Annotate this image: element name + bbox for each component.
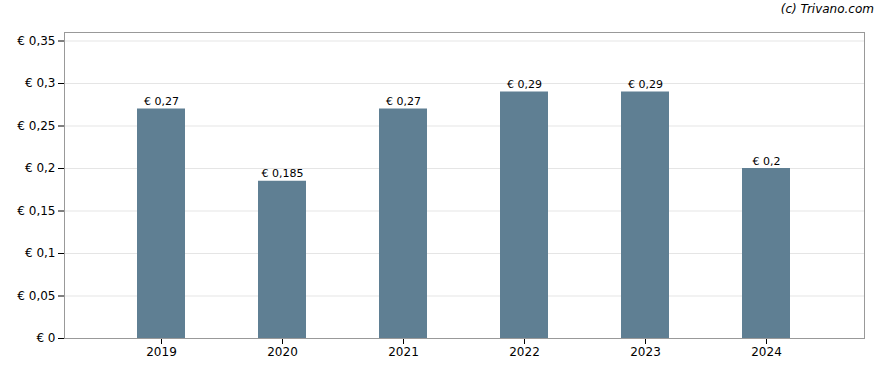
svg-text:€ 0,27: € 0,27 bbox=[386, 95, 421, 108]
svg-text:€ 0: € 0 bbox=[36, 331, 55, 345]
svg-text:€ 0,29: € 0,29 bbox=[507, 78, 542, 91]
svg-text:€ 0,15: € 0,15 bbox=[17, 204, 55, 218]
svg-text:€ 0,35: € 0,35 bbox=[17, 34, 55, 48]
svg-text:2024: 2024 bbox=[751, 345, 782, 359]
svg-text:€ 0,2: € 0,2 bbox=[25, 161, 56, 175]
svg-text:€ 0,25: € 0,25 bbox=[17, 119, 55, 133]
svg-text:2020: 2020 bbox=[267, 345, 298, 359]
svg-text:€ 0,2: € 0,2 bbox=[753, 155, 781, 168]
html-text:(c) Trivano.com: (c) Trivano.com bbox=[780, 2, 874, 16]
svg-text:€ 0,05: € 0,05 bbox=[17, 289, 55, 303]
svg-text:2021: 2021 bbox=[388, 345, 419, 359]
svg-text:€ 0,3: € 0,3 bbox=[25, 76, 56, 90]
svg-text:€ 0,27: € 0,27 bbox=[144, 95, 179, 108]
svg-text:2022: 2022 bbox=[509, 345, 540, 359]
svg-text:€ 0,1: € 0,1 bbox=[25, 246, 56, 260]
svg-text:2019: 2019 bbox=[146, 345, 177, 359]
svg-text:€ 0,185: € 0,185 bbox=[262, 167, 304, 180]
svg-text:2023: 2023 bbox=[630, 345, 661, 359]
svg-text:€ 0,29: € 0,29 bbox=[628, 78, 663, 91]
